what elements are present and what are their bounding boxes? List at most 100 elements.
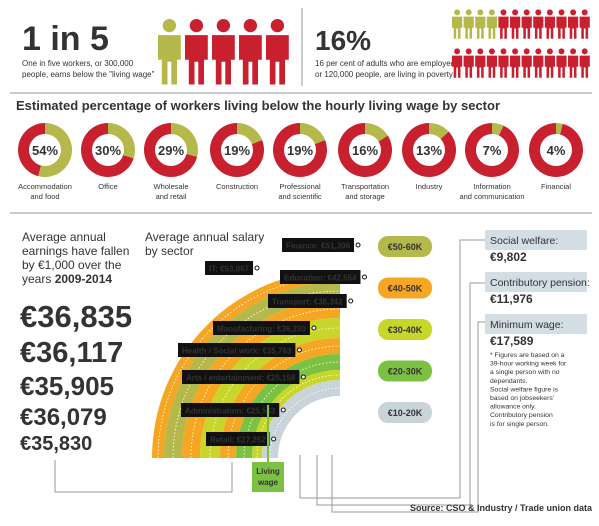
- donut-rest: [338, 123, 392, 178]
- sector-salary: Retail: €27,252: [210, 436, 266, 445]
- sector-salary: Arts / entertainment: €25,158: [186, 374, 296, 383]
- band-pill: [378, 236, 432, 257]
- person-head: [558, 9, 565, 16]
- band-pill: [378, 402, 432, 423]
- person-body: [544, 16, 555, 39]
- sector-name: Transportation: [341, 182, 389, 191]
- ring-guide: [209, 327, 341, 459]
- donut-share: [556, 123, 563, 135]
- connector: [331, 321, 485, 513]
- ring-guide: [256, 374, 341, 459]
- donut-share: [38, 123, 72, 177]
- earnings-value: €35,905: [20, 371, 114, 401]
- donut-share: [429, 123, 449, 140]
- sector-salary: Manufacturing: €36,230: [217, 325, 306, 334]
- person-body: [452, 16, 463, 39]
- sector-box: [268, 294, 347, 308]
- note-line: Social welfare figure is: [490, 386, 559, 393]
- person-body: [579, 55, 590, 78]
- donut-label: 7%: [483, 143, 502, 158]
- donut-share: [108, 123, 135, 159]
- reference-box: [485, 272, 587, 292]
- sector-box: [282, 238, 355, 252]
- person-body: [533, 55, 544, 78]
- person-head: [465, 9, 472, 16]
- donut-rest: [401, 123, 456, 178]
- people-icons: [158, 9, 590, 85]
- sector-labels: Finance: €51,306 IT: €53,067 Education: €4…: [178, 238, 367, 446]
- person-head: [500, 48, 507, 55]
- sector-dot: [254, 265, 260, 271]
- person-head: [270, 18, 285, 33]
- person-head: [581, 9, 588, 16]
- person-head: [512, 9, 519, 16]
- earnings-text: Average annual: [22, 230, 106, 244]
- summary: or 120,000 people, are living in poverty: [315, 70, 453, 79]
- sector-name: Accommodation: [18, 182, 72, 191]
- sector-dot: [280, 407, 286, 413]
- sector-box: [178, 343, 296, 357]
- person-body: [158, 35, 181, 85]
- sector-box: [182, 370, 300, 384]
- donut-rest: [465, 123, 520, 177]
- person-body: [556, 16, 567, 39]
- sector-salary: Health / Social work: €35,763: [182, 347, 292, 356]
- earnings-text: earnings have fallen: [22, 244, 129, 258]
- donut-rest: [144, 123, 198, 177]
- sector-name: and food: [30, 192, 59, 201]
- ring: [262, 380, 340, 458]
- reference-label: Minimum wage:: [490, 319, 564, 331]
- note-line: allowance only.: [490, 404, 536, 411]
- person-head: [558, 48, 565, 55]
- sector-name: Construction: [216, 182, 258, 191]
- donut-rest: [18, 123, 45, 177]
- section-title: Estimated percentage of workers living b…: [16, 98, 500, 113]
- earnings-text: years 2009-2014: [22, 272, 112, 286]
- sector-dot: [271, 436, 277, 442]
- earnings-text: years: [22, 272, 55, 286]
- sector-dot: [355, 242, 361, 248]
- sector-name: Office: [98, 182, 117, 191]
- person-head: [570, 9, 577, 16]
- person-head: [477, 9, 484, 16]
- person-head: [523, 48, 530, 55]
- person-body: [579, 16, 590, 39]
- person-body: [533, 16, 544, 39]
- person-head: [243, 18, 258, 33]
- summary: people, earns below the "living wage": [22, 70, 155, 79]
- person-body: [510, 55, 521, 78]
- person-head: [454, 48, 461, 55]
- donut-label: 29%: [158, 143, 184, 158]
- living-wage-box: [252, 462, 284, 492]
- sector-name: Information: [473, 182, 511, 191]
- years: 2009-2014: [55, 272, 113, 286]
- sector-box: [213, 321, 310, 335]
- source: Source: CSO & Industry / Trade union dat…: [410, 503, 593, 513]
- sector-dot: [311, 325, 317, 331]
- sector-name: and communication: [459, 192, 524, 201]
- person-head: [535, 9, 542, 16]
- donut-rest: [210, 123, 265, 178]
- sector-box: [205, 261, 254, 275]
- person-body: [212, 35, 235, 85]
- band-label: €40-50K: [388, 284, 423, 294]
- sector-name: Professional: [279, 182, 321, 191]
- person-body: [239, 35, 262, 85]
- sector-salary: Administration: €25,563: [185, 407, 276, 416]
- sector-box: [206, 432, 270, 446]
- note: * Figures are based on a 39-hour working …: [490, 352, 567, 428]
- person-head: [523, 9, 530, 16]
- person-body: [568, 55, 579, 78]
- donut-label: 30%: [95, 143, 121, 158]
- donut-rest: [529, 123, 584, 178]
- salary-title: Average annual salary: [145, 230, 264, 244]
- person-body: [568, 16, 579, 39]
- person-head: [512, 48, 519, 55]
- reference-box: [485, 314, 587, 334]
- band-label: €30-40K: [388, 325, 423, 335]
- donut-label: 19%: [224, 143, 250, 158]
- sector-salary: IT: €53,067: [209, 265, 250, 274]
- donut-label: 19%: [287, 143, 313, 158]
- connector: [54, 455, 233, 493]
